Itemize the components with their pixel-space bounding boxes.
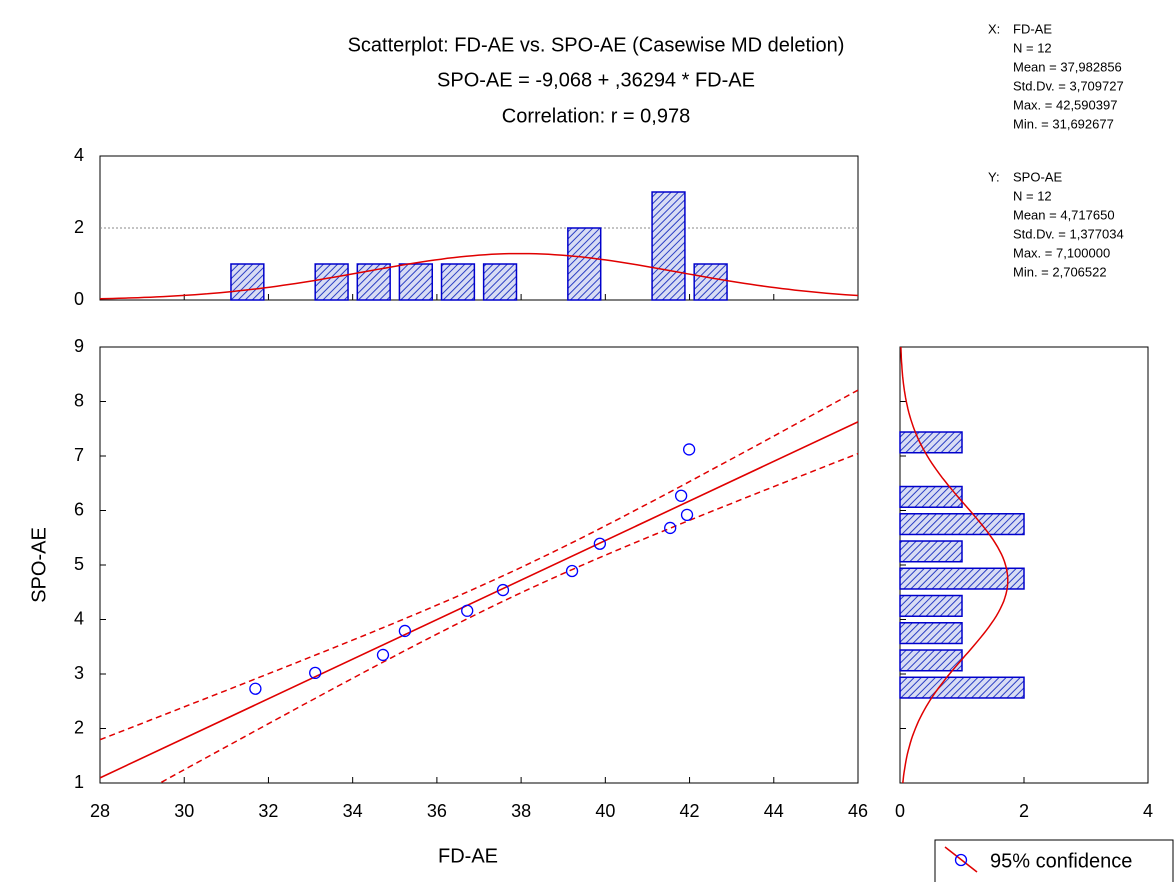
stats-line: Mean = 37,982856 — [1013, 59, 1122, 74]
stats-line: Std.Dv. = 1,377034 — [1013, 226, 1124, 241]
bar — [899, 513, 1025, 536]
x-tick-label: 0 — [895, 801, 905, 821]
y-tick-label: 2 — [74, 217, 84, 237]
stats-line: Mean = 4,717650 — [1013, 207, 1115, 222]
x-tick-label: 32 — [258, 801, 278, 821]
bar — [899, 540, 963, 563]
stats-name: SPO-AE — [1013, 169, 1062, 184]
x-axis-label: FD-AE — [438, 845, 498, 867]
point — [309, 666, 322, 680]
point — [674, 489, 688, 502]
bar — [899, 649, 963, 672]
legend-marker — [954, 853, 968, 867]
x-tick-label: 30 — [174, 801, 194, 821]
y-tick-label: 9 — [74, 336, 84, 356]
stats-line: Max. = 7,100000 — [1013, 245, 1110, 260]
regression-line — [100, 421, 858, 779]
point — [664, 521, 677, 535]
y-tick-label: 1 — [74, 772, 84, 792]
confidence-band — [100, 389, 858, 741]
x-tick-label: 46 — [848, 801, 868, 821]
stats-line: Min. = 2,706522 — [1013, 264, 1107, 279]
annotation: Correlation: r = 0,978 — [502, 105, 690, 127]
y-tick-label: 3 — [74, 663, 84, 683]
legend-box — [934, 839, 1174, 882]
stats-line: N = 12 — [1013, 40, 1052, 55]
x-tick-label: 36 — [427, 801, 447, 821]
point — [565, 564, 579, 578]
point — [376, 648, 390, 662]
y-axis-label: SPO-AE — [28, 527, 50, 603]
point — [680, 508, 694, 522]
bar — [230, 263, 265, 301]
chart-title: Scatterplot: FD-AE vs. SPO-AE (Casewise … — [348, 34, 845, 56]
x-tick-label: 40 — [595, 801, 615, 821]
plot-frame — [99, 346, 859, 784]
stats-line: Std.Dv. = 3,709727 — [1013, 78, 1124, 93]
normal-curve — [99, 252, 859, 300]
y-tick-label: 4 — [74, 608, 84, 628]
stats-axis: X: — [988, 21, 1000, 36]
stats-axis: Y: — [988, 169, 1000, 184]
point — [398, 624, 412, 638]
x-tick-label: 4 — [1143, 801, 1153, 821]
chart-subtitle: SPO-AE = -9,068 + ,36294 * FD-AE — [437, 69, 755, 91]
stats-line: Max. = 42,590397 — [1013, 97, 1117, 112]
bar — [899, 431, 963, 454]
legend-label: 95% confidence — [990, 850, 1132, 872]
y-tick-label: 4 — [74, 145, 84, 165]
point — [593, 537, 607, 550]
y-tick-label: 6 — [74, 499, 84, 519]
point — [249, 682, 262, 695]
stats-name: FD-AE — [1013, 21, 1052, 36]
y-tick-label: 5 — [74, 554, 84, 574]
legend-line — [944, 846, 978, 873]
x-tick-label: 38 — [511, 801, 531, 821]
bar — [567, 227, 602, 301]
bar — [899, 676, 1025, 699]
point — [461, 604, 474, 617]
bar — [899, 594, 963, 617]
bar — [651, 191, 686, 301]
bar — [899, 567, 1025, 590]
x-tick-label: 34 — [343, 801, 363, 821]
legend: 95% confidence — [934, 839, 1174, 882]
bar — [482, 263, 518, 301]
y-tick-label: 0 — [74, 289, 84, 309]
plot-frame — [899, 346, 1149, 784]
point — [682, 443, 696, 456]
x-tick-label: 2 — [1019, 801, 1029, 821]
stats-line: N = 12 — [1013, 188, 1052, 203]
confidence-band — [158, 452, 858, 783]
bar — [899, 622, 963, 645]
x-tick-label: 28 — [90, 801, 110, 821]
x-tick-label: 44 — [764, 801, 784, 821]
stats-line: Min. = 31,692677 — [1013, 116, 1114, 131]
normal-curve — [900, 346, 1009, 784]
bar — [314, 263, 349, 301]
bar — [398, 263, 434, 301]
y-tick-label: 8 — [74, 390, 84, 410]
bar — [440, 263, 476, 301]
bar — [693, 263, 728, 301]
y-tick-label: 7 — [74, 445, 84, 465]
point — [496, 583, 510, 597]
x-tick-label: 42 — [680, 801, 700, 821]
y-tick-label: 2 — [74, 717, 84, 737]
bar — [899, 485, 963, 508]
